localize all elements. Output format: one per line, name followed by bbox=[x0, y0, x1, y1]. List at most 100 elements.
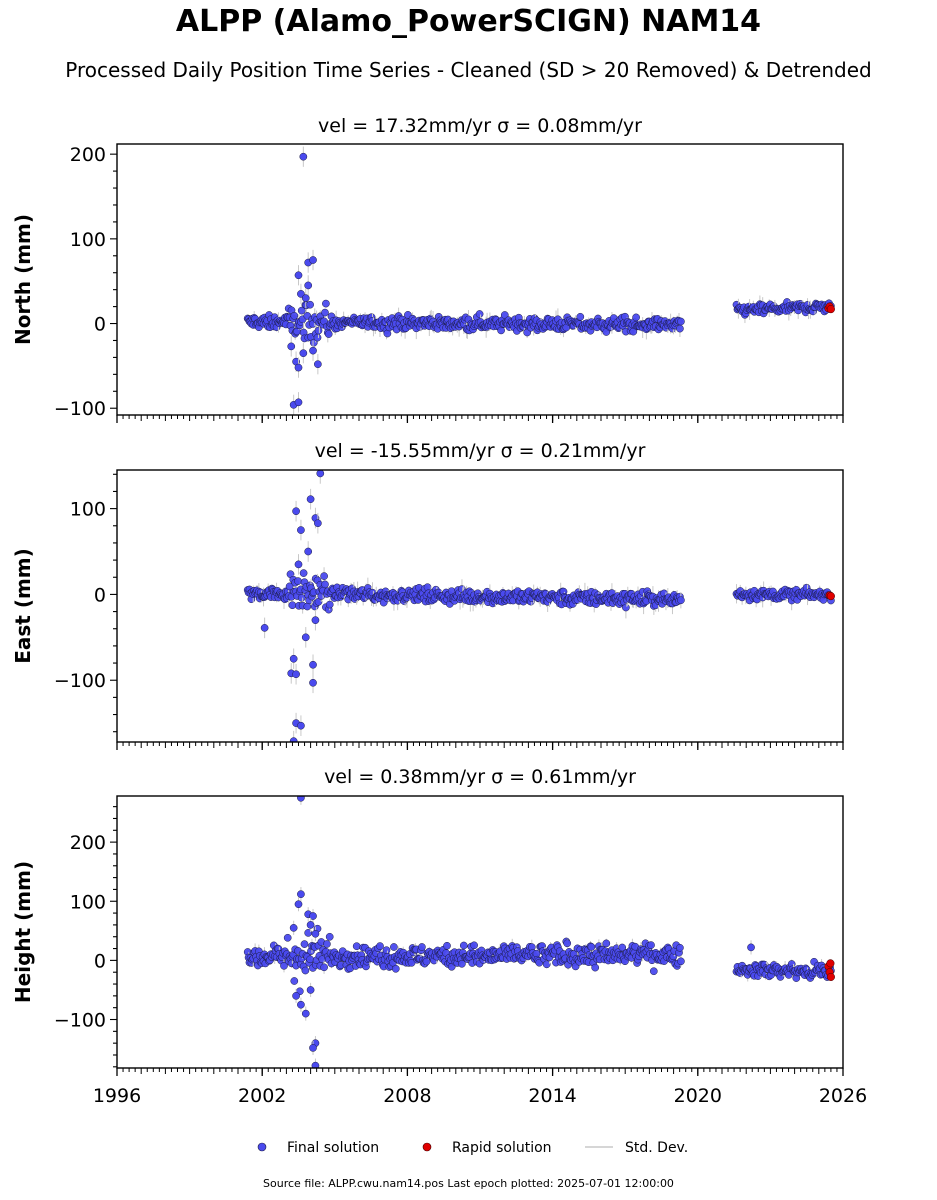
height-final-point bbox=[618, 943, 627, 952]
east-final-point bbox=[289, 654, 298, 663]
height-x-axis: 1996 2002 2008 2014 2020 2026 bbox=[93, 1068, 867, 1107]
height-final-point bbox=[300, 940, 309, 948]
east-final-point bbox=[314, 519, 322, 528]
east-panel: vel = -15.55mm/yr σ = 0.21mm/yr East (mm… bbox=[11, 440, 844, 750]
height-final-point bbox=[290, 977, 299, 985]
east-y-axis: −100 0 100 bbox=[54, 473, 117, 733]
north-y-tick-label: 200 bbox=[70, 144, 106, 166]
north-y-tick-label: 0 bbox=[94, 314, 106, 336]
height-final-point bbox=[591, 963, 600, 972]
legend-std-dev-label: Std. Dev. bbox=[625, 1140, 688, 1156]
height-y-tick-label: 0 bbox=[94, 950, 106, 972]
height-final-point bbox=[391, 964, 400, 973]
east-final-point bbox=[309, 660, 317, 669]
north-final-point bbox=[314, 360, 322, 369]
north-final-point bbox=[677, 317, 685, 326]
height-final-point bbox=[325, 932, 334, 941]
north-final-point bbox=[294, 271, 303, 280]
height-axis-label: Height (mm) bbox=[11, 861, 35, 1003]
east-final-point bbox=[311, 616, 320, 625]
height-final-point bbox=[747, 943, 755, 952]
height-final-point bbox=[376, 942, 384, 950]
north-final-point bbox=[576, 312, 585, 321]
height-final-point bbox=[677, 957, 685, 966]
east-final-point bbox=[297, 526, 305, 534]
height-final-point bbox=[294, 900, 303, 909]
page-subtitle: Processed Daily Position Time Series - C… bbox=[65, 58, 872, 82]
height-final-point bbox=[301, 1009, 310, 1018]
height-final-point bbox=[676, 943, 684, 952]
x-tick-label: 1996 bbox=[93, 1085, 141, 1107]
height-final-point bbox=[311, 1061, 320, 1068]
east-final-point bbox=[292, 507, 300, 516]
east-final-point bbox=[288, 601, 297, 610]
east-final-point bbox=[297, 721, 305, 730]
height-y-tick-label: 100 bbox=[70, 891, 106, 913]
north-final-point bbox=[297, 306, 306, 315]
east-final-point bbox=[289, 737, 298, 742]
east-final-point bbox=[321, 580, 329, 589]
x-tick-label: 2020 bbox=[674, 1085, 722, 1107]
height-final-point bbox=[311, 929, 320, 938]
x-tick-label: 2002 bbox=[238, 1085, 286, 1107]
north-y-axis: −100 0 100 200 bbox=[54, 144, 117, 420]
east-y-tick-label: 0 bbox=[94, 584, 106, 606]
north-panel: vel = 17.32mm/yr σ = 0.08mm/yr North (mm… bbox=[11, 115, 844, 423]
height-final-point bbox=[458, 959, 466, 968]
north-y-tick-label: 100 bbox=[70, 229, 106, 251]
north-final-point bbox=[294, 363, 303, 372]
north-final-point bbox=[676, 324, 684, 333]
east-final-point bbox=[309, 678, 317, 687]
x-tick-label: 2008 bbox=[383, 1085, 431, 1107]
height-final-point bbox=[382, 946, 391, 955]
height-final-point bbox=[297, 890, 305, 899]
east-final-point bbox=[316, 470, 325, 478]
east-final-point bbox=[301, 633, 310, 642]
x-tick-label: 2026 bbox=[819, 1085, 867, 1107]
height-final-point bbox=[422, 957, 431, 966]
height-final-point bbox=[292, 992, 300, 1000]
north-final-point bbox=[294, 398, 303, 407]
legend-final-label: Final solution bbox=[287, 1140, 379, 1156]
north-final-point bbox=[309, 256, 317, 264]
height-final-point bbox=[297, 1000, 305, 1009]
height-final-point bbox=[649, 967, 658, 976]
north-axis-label: North (mm) bbox=[11, 214, 35, 345]
east-final-point bbox=[306, 495, 315, 504]
east-final-point bbox=[622, 603, 630, 612]
north-rapid-point bbox=[826, 305, 835, 314]
east-points bbox=[243, 470, 835, 742]
height-y-axis: −100 0 100 200 bbox=[54, 806, 117, 1068]
north-panel-title: vel = 17.32mm/yr σ = 0.08mm/yr bbox=[318, 115, 642, 137]
east-final-point bbox=[320, 572, 328, 580]
height-rapid-point bbox=[826, 972, 835, 981]
height-final-point bbox=[323, 940, 331, 948]
height-final-point bbox=[306, 955, 314, 964]
height-final-point bbox=[306, 921, 315, 929]
east-panel-title: vel = -15.55mm/yr σ = 0.21mm/yr bbox=[315, 440, 646, 462]
legend: Final solution Rapid solution Std. Dev. bbox=[257, 1140, 688, 1156]
height-final-point bbox=[309, 1044, 317, 1052]
north-final-point bbox=[299, 152, 308, 161]
east-final-point bbox=[292, 670, 300, 679]
height-final-point bbox=[390, 943, 398, 951]
height-final-point bbox=[283, 933, 292, 942]
east-final-point bbox=[299, 569, 308, 577]
north-final-point bbox=[287, 342, 296, 351]
east-final-point bbox=[294, 560, 303, 569]
north-final-point bbox=[306, 300, 314, 309]
north-y-tick-label: −100 bbox=[54, 398, 106, 420]
east-axis-label: East (mm) bbox=[11, 548, 35, 664]
height-plot-frame bbox=[116, 795, 844, 1069]
height-final-point bbox=[647, 941, 655, 949]
north-final-point bbox=[321, 308, 329, 317]
height-final-point bbox=[418, 943, 426, 951]
north-final-point bbox=[322, 299, 330, 308]
height-rapid-point bbox=[826, 959, 835, 968]
north-final-point bbox=[324, 330, 333, 338]
height-final-point bbox=[563, 939, 572, 948]
height-final-point bbox=[542, 960, 551, 969]
east-final-point bbox=[297, 593, 306, 602]
east-final-point bbox=[294, 577, 302, 585]
